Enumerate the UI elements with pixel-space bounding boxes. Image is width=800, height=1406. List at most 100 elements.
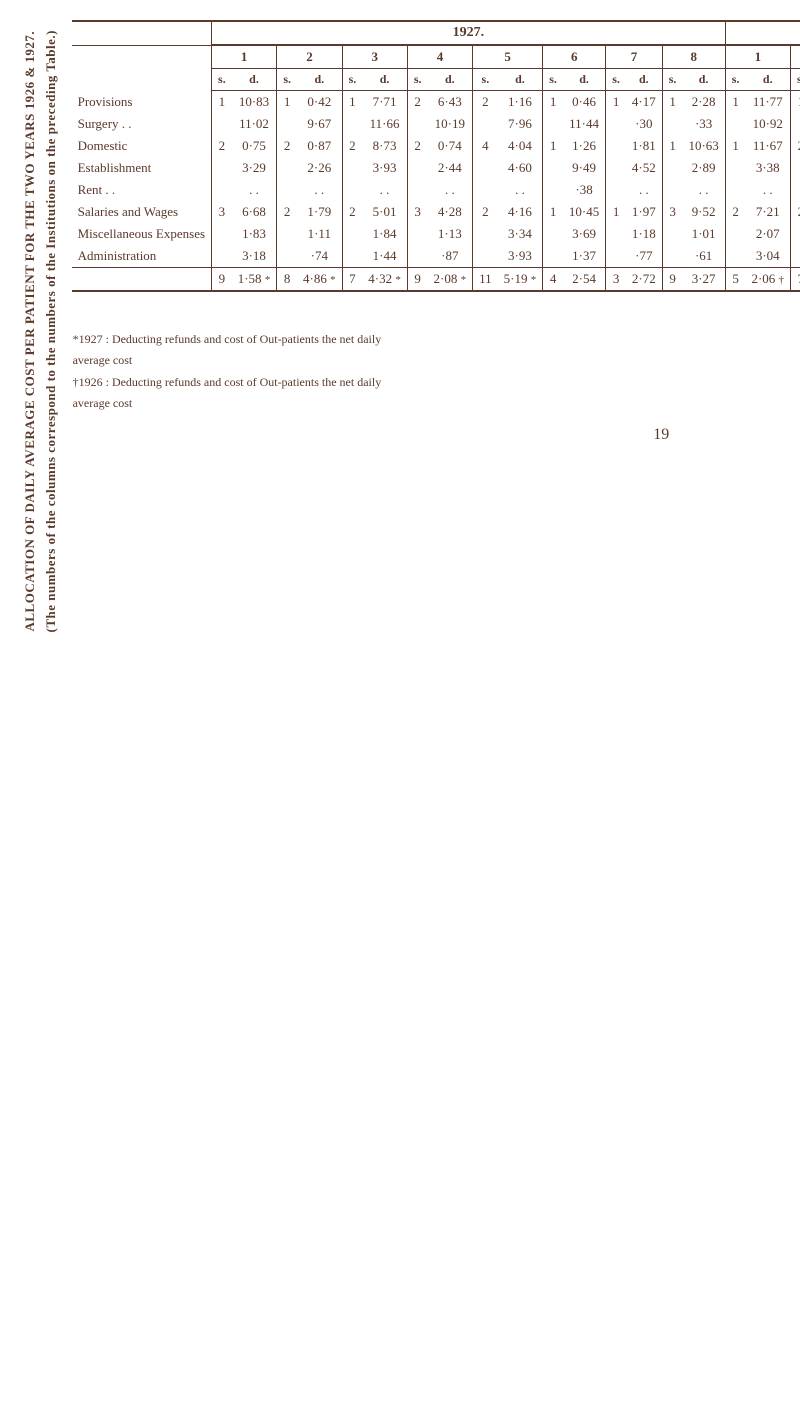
table-row: Administration3·18·741·44·873·931·37·77·… [72,245,800,268]
title-line-1: ALLOCATION OF DAILY AVERAGE COST PER PAT… [22,31,37,632]
page-layout: ALLOCATION OF DAILY AVERAGE COST PER PAT… [20,20,780,643]
cell-s [662,113,682,135]
cell-s [277,157,297,179]
cell-d: . . [232,179,277,201]
table-row: Establishment3·292·263·932·444·609·494·5… [72,157,800,179]
cell-d: 4·17 [626,91,662,114]
cell-s [473,157,498,179]
cell-d: ·38 [563,179,606,201]
total-d: 4·86 * [297,268,342,292]
total-s: 3 [606,268,626,292]
cell-d: 9·67 [297,113,342,135]
cell-d: 6·43 [428,91,473,114]
cell-s [407,223,427,245]
cell-d: 1·97 [626,201,662,223]
cell-d: 11·77 [745,91,790,114]
total-d: 2·08 * [428,268,473,292]
cell-d: 11·66 [362,113,407,135]
cell-d: 3·93 [498,245,543,268]
cell-d: ·30 [626,113,662,135]
cell-d: 6·68 [232,201,277,223]
footnote-1926-row: †1926 : Deducting refunds and cost of Ou… [72,371,800,414]
fn2-text: Deducting refunds and cost of Out-patien… [73,375,382,409]
cell-s [407,179,427,201]
cell-s: 2 [725,201,745,223]
table-row: Domestic20·7520·8728·7320·7444·0411·261·… [72,135,800,157]
cell-s [662,157,682,179]
total-s: 11 [473,268,498,292]
cell-d: . . [428,179,473,201]
year-1927-header: 1927. [212,21,726,45]
cell-s [473,223,498,245]
cell-s: 1 [725,91,745,114]
total-s: 8 [277,268,297,292]
cell-d: 10·92 [745,113,790,135]
cell-s [277,113,297,135]
col-1927-6: 6 [543,45,606,69]
fn1-label: *1927 : [73,332,109,346]
fn2-label: †1926 : [73,375,109,389]
cell-s: 4 [473,135,498,157]
cell-d: 4·16 [498,201,543,223]
table-row: Rent . .. .. .. .. .. .·38. .. .. .. .. … [72,179,800,201]
cell-s [212,223,232,245]
cell-s [606,245,626,268]
cell-d: 7·71 [362,91,407,114]
cell-s: 3 [212,201,232,223]
column-number-row: 1 2 3 4 5 6 7 8 1 2 3 4 5 6 7 8 [72,45,800,69]
cell-d: . . [626,179,662,201]
cell-d: 1·01 [682,223,725,245]
cell-d: ·87 [428,245,473,268]
cell-d: . . [498,179,543,201]
cell-s [407,157,427,179]
cell-d: 0·87 [297,135,342,157]
col-1927-8: 8 [662,45,725,69]
total-s: 7 [791,268,800,292]
cell-s: 1 [277,91,297,114]
total-d: 5·19 * [498,268,543,292]
cell-s: 1 [662,91,682,114]
bottom-border-row [72,291,800,292]
cell-s [662,179,682,201]
cell-d: 8·73 [362,135,407,157]
cell-s [662,223,682,245]
total-s: 9 [662,268,682,292]
row-label: Administration [72,245,212,268]
cell-d: 5·01 [362,201,407,223]
cell-s [725,245,745,268]
footnote-table: (1) (2) (3) (4) (5) *1927 : Deducting re… [72,306,800,414]
cell-d: 3·69 [563,223,606,245]
cell-d: 2·07 [745,223,790,245]
row-label: Rent . . [72,179,212,201]
table-row: Surgery . .11·029·6711·6610·197·9611·44·… [72,113,800,135]
cell-d: 2·26 [297,157,342,179]
total-d: 2·06 † [745,268,790,292]
cell-d: 3·34 [498,223,543,245]
cell-s [277,245,297,268]
total-s: 9 [212,268,232,292]
total-s: 4 [543,268,563,292]
cell-d: ·61 [682,245,725,268]
cell-s: 1 [543,91,563,114]
cell-d: 1·18 [626,223,662,245]
page-number: 19 [72,426,800,444]
col-1926-1: 1 [725,45,790,69]
total-d: 1·58 * [232,268,277,292]
cell-s [277,223,297,245]
cell-s [212,245,232,268]
cell-s: 2 [473,91,498,114]
cell-d: ·77 [626,245,662,268]
row-label: Salaries and Wages [72,201,212,223]
cell-d: 10·63 [682,135,725,157]
col-1926-2: 2 [791,45,800,69]
row-label: Miscellaneous Expenses [72,223,212,245]
cell-d: 0·46 [563,91,606,114]
cell-s [606,179,626,201]
cell-d: 1·44 [362,245,407,268]
cost-table: 1927. 1926. 1 2 3 4 5 6 7 8 1 2 3 4 5 6 … [72,20,800,292]
cell-d: 7·96 [498,113,543,135]
cell-s [791,113,800,135]
cell-d: 11·44 [563,113,606,135]
cell-s [606,223,626,245]
cell-s [407,245,427,268]
